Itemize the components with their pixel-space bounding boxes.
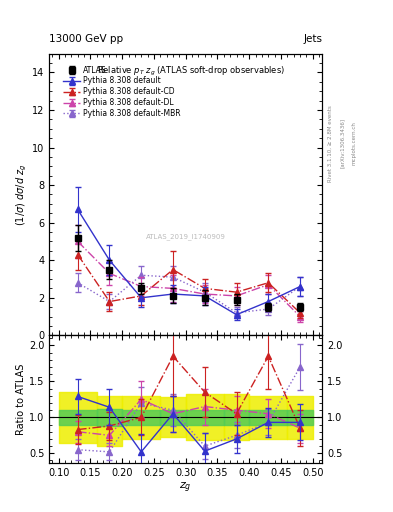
Text: 13000 GeV pp: 13000 GeV pp <box>49 34 123 44</box>
Legend: ATLAS, Pythia 8.308 default, Pythia 8.308 default-CD, Pythia 8.308 default-DL, P: ATLAS, Pythia 8.308 default, Pythia 8.30… <box>61 63 183 120</box>
Text: Relative $p_T$ $z_g$ (ATLAS soft-drop observables): Relative $p_T$ $z_g$ (ATLAS soft-drop ob… <box>97 65 285 78</box>
Y-axis label: Ratio to ATLAS: Ratio to ATLAS <box>16 364 26 435</box>
Text: Rivet 3.1.10, ≥ 2.8M events: Rivet 3.1.10, ≥ 2.8M events <box>328 105 333 182</box>
Text: mcplots.cern.ch: mcplots.cern.ch <box>352 121 357 165</box>
Text: [arXiv:1306.3436]: [arXiv:1306.3436] <box>340 118 345 168</box>
Text: Jets: Jets <box>303 34 322 44</box>
Y-axis label: $(1/\sigma)$ $d\sigma/d$ $z_g$: $(1/\sigma)$ $d\sigma/d$ $z_g$ <box>15 163 29 226</box>
X-axis label: $z_g$: $z_g$ <box>180 481 192 496</box>
Text: ATLAS_2019_I1740909: ATLAS_2019_I1740909 <box>146 233 226 240</box>
